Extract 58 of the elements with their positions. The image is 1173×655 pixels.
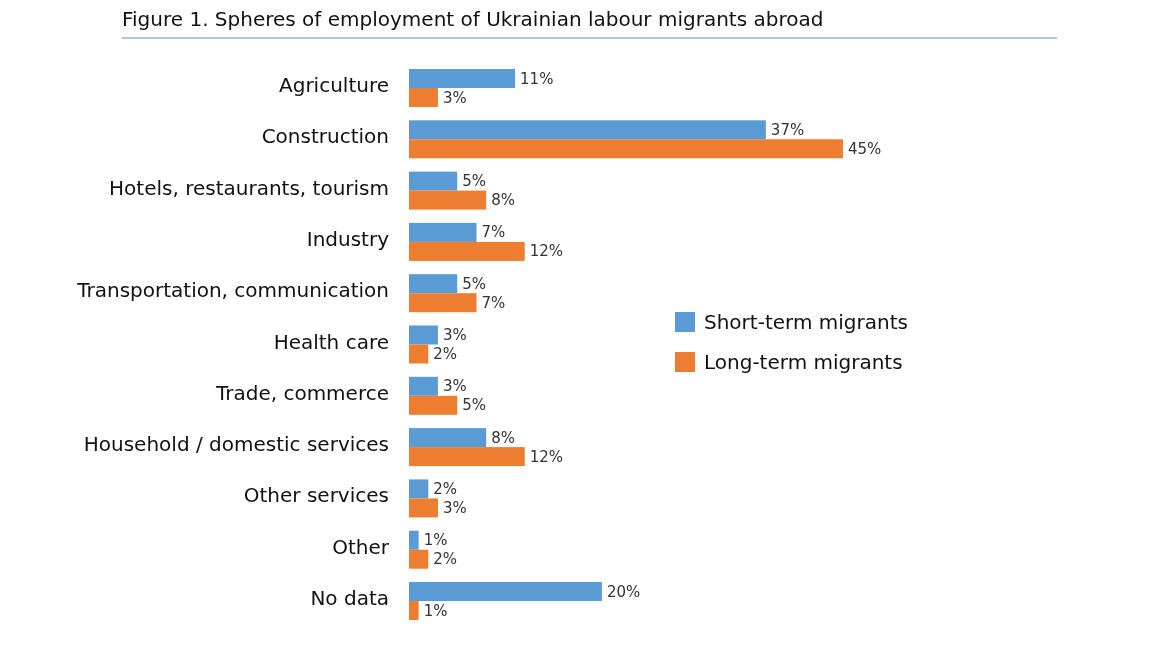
bar [409, 582, 602, 601]
y-tick-label: No data [310, 586, 389, 610]
y-tick-label: Household / domestic services [83, 432, 389, 457]
data-label: 5% [462, 396, 487, 415]
bar [409, 447, 525, 467]
data-label: 7% [481, 293, 506, 312]
bar [409, 549, 429, 569]
y-tick-label: Transportation, communication [76, 278, 389, 303]
data-label: 12% [529, 242, 564, 261]
data-label: 2% [433, 550, 458, 569]
data-label: 5% [462, 172, 487, 191]
bar [409, 139, 843, 159]
data-label: 1% [423, 601, 448, 620]
data-label: 3% [442, 377, 467, 396]
bar [409, 601, 419, 620]
y-tick-label: Other services [243, 483, 389, 508]
bar [409, 325, 438, 345]
data-label: 8% [491, 191, 515, 210]
bar [409, 376, 438, 396]
data-label: 5% [462, 274, 487, 293]
data-label: 2% [433, 479, 458, 498]
data-label: 3% [442, 326, 467, 344]
bar [409, 344, 429, 364]
bar [409, 222, 477, 242]
data-label: 7% [481, 223, 506, 242]
bar [409, 190, 487, 210]
bar [409, 120, 766, 140]
bar [409, 479, 429, 499]
bar [409, 428, 487, 448]
bar [409, 241, 525, 261]
bar [409, 171, 458, 191]
data-label: 11% [520, 69, 554, 88]
bar [409, 88, 438, 107]
bar [409, 530, 419, 550]
data-label: 1% [423, 531, 448, 550]
y-tick-label: Trade, commerce [214, 380, 389, 405]
y-tick-label: Hotels, restaurants, tourism [109, 175, 389, 200]
bar [409, 498, 438, 518]
data-label: 2% [433, 345, 458, 363]
bar [409, 274, 458, 294]
chart-title: Figure 1. Spheres of employment of Ukrainian labour migrants abroad [122, 7, 824, 31]
bar [409, 395, 458, 415]
y-tick-label: Other [332, 534, 390, 559]
data-label: 20% [606, 582, 641, 601]
data-label: 12% [529, 447, 564, 466]
y-tick-label: Industry [306, 226, 390, 251]
bar [409, 69, 516, 88]
y-tick-label: Agriculture [279, 73, 389, 97]
y-tick-label: Health care [273, 329, 389, 354]
legend-label: Long-term migrants [704, 350, 903, 374]
data-label: 45% [848, 139, 882, 158]
y-tick-label: Construction [261, 124, 389, 149]
data-label: 8% [491, 428, 515, 447]
bar [409, 293, 477, 313]
data-label: 3% [442, 498, 467, 517]
data-label: 3% [442, 88, 467, 107]
legend-label: Short-term migrants [704, 310, 908, 334]
data-label: 37% [770, 120, 805, 139]
